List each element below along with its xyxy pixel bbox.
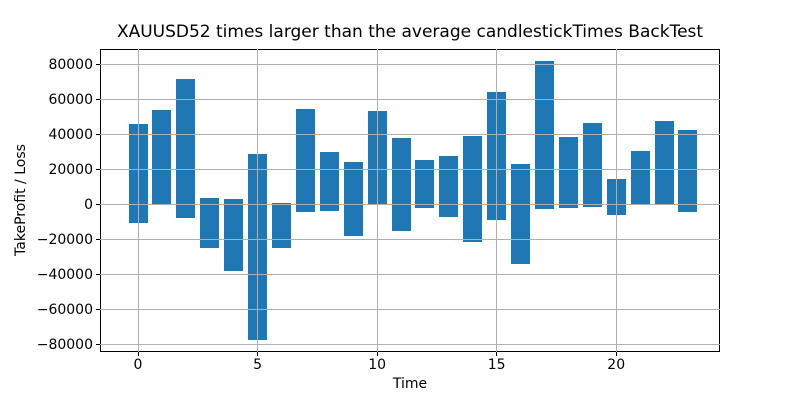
plot-area [100,49,720,352]
y-tick-mark [96,309,100,311]
y-tick-mark [96,274,100,276]
bar [582,122,602,207]
x-gridline [376,49,378,352]
y-tick-label: −20000 [36,231,93,248]
x-gridline [615,49,617,352]
chart-title: XAUUSD52 times larger than the average c… [116,22,704,42]
x-tick-mark [615,352,617,356]
x-gridline [496,49,498,352]
y-gridline [100,134,720,136]
x-tick-label: 10 [368,357,387,373]
y-tick-label: 40000 [48,126,93,143]
y-gridline [100,274,720,276]
y-gridline [100,169,720,171]
bar [343,162,363,236]
x-tick-label: 0 [133,357,143,373]
bar [319,151,339,212]
x-tick-label: 20 [607,357,626,373]
y-tick-mark [96,239,100,241]
bar [200,198,220,248]
y-gridline [100,309,720,311]
y-tick-label: 80000 [48,56,93,73]
bar [439,156,459,218]
y-tick-label: −60000 [36,301,93,318]
bar [224,198,244,272]
bar [391,138,411,232]
bar [271,203,291,248]
bar [630,150,650,205]
x-tick-mark [137,352,139,356]
y-gridline [100,239,720,241]
y-gridline [100,64,720,66]
y-tick-label: 0 [84,196,93,213]
bar [678,129,698,212]
bar [152,110,172,204]
y-tick-label: −40000 [36,266,93,283]
y-gridline [100,344,720,346]
x-axis-label: Time [392,376,428,392]
x-tick-mark [496,352,498,356]
y-tick-label: 60000 [48,91,93,108]
x-tick-mark [376,352,378,356]
bar [511,163,531,265]
bar [463,135,483,242]
y-tick-mark [96,169,100,171]
x-gridline [257,49,259,352]
y-tick-mark [96,99,100,101]
y-tick-mark [96,134,100,136]
bar [654,120,674,204]
y-tick-label: −80000 [36,336,93,353]
bar [295,108,315,212]
bar [415,160,435,208]
x-gridline [137,49,139,352]
bar [558,136,578,208]
bar [176,78,196,219]
y-gridline [100,204,720,206]
y-tick-mark [96,204,100,206]
x-tick-mark [257,352,259,356]
x-tick-label: 15 [487,357,506,373]
x-tick-label: 5 [253,357,263,373]
y-tick-mark [96,344,100,346]
y-tick-label: 20000 [48,161,93,178]
y-gridline [100,99,720,101]
y-tick-mark [96,64,100,66]
